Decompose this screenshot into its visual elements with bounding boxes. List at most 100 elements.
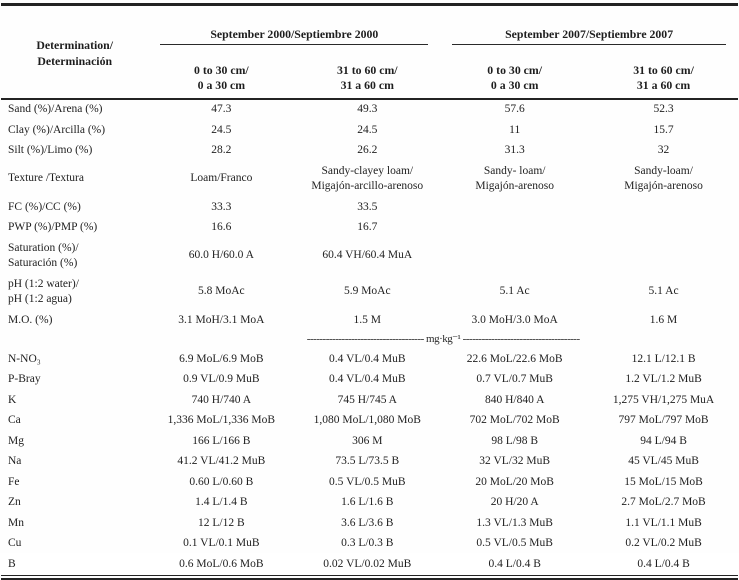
group-header-2007: September 2007/Septiembre 2007 xyxy=(440,5,738,61)
value-cell: 1.5 M xyxy=(353,313,382,326)
value-cell: 98 L/98 B xyxy=(491,434,538,447)
value-cell: 33.3 xyxy=(211,200,232,213)
value-cell: 49.3 xyxy=(357,103,378,115)
value-cell: 797 MoL/797 MoB xyxy=(618,414,709,426)
table-row-fe: Fe 0.60 L/0.60 B 0.5 VL/0.5 MuB 20 MoL/2… xyxy=(1,472,738,493)
table-row-pwp: PWP (%)/PMP (%) 16.6 16.7 xyxy=(1,218,738,239)
table-row-p-bray: P-Bray 0.9 VL/0.9 MuB 0.4 VL/0.4 MuB 0.7… xyxy=(1,370,738,391)
value-cell: 28.2 xyxy=(211,144,232,156)
table-row-k: K 740 H/740 A 745 H/745 A 840 H/840 A 1,… xyxy=(1,390,738,411)
row-label: Clay (%)/Arcilla (%) xyxy=(8,123,106,136)
value-cell: 840 H/840 A xyxy=(484,393,545,406)
row-label: Mn xyxy=(8,516,24,529)
row-label: Saturation (%)/ Saturación (%) xyxy=(8,241,79,270)
value-cell: 306 M xyxy=(352,434,383,447)
value-cell: 745 H/745 A xyxy=(337,393,397,406)
value-cell: 12.1 L/12.1 B xyxy=(631,352,696,365)
value-cell: 5.8 MoAc xyxy=(198,285,245,298)
unit-divider: ------------------------------------- mg… xyxy=(306,332,580,345)
value-cell: 31.3 xyxy=(504,144,525,156)
value-cell: 41.2 VL/41.2 MuB xyxy=(177,455,266,467)
table-row-zn: Zn 1.4 L/1.4 B 1.6 L/1.6 B 20 H/20 A 2.7… xyxy=(1,493,738,514)
value-cell: Sandy-loam/ Migajón-arenoso xyxy=(624,164,703,193)
value-cell: 60.4 VH/60.4 MuA xyxy=(322,249,413,262)
value-cell: 15 MoL/15 MoB xyxy=(624,475,703,488)
value-cell: 12 L/12 B xyxy=(198,516,245,529)
value-cell xyxy=(440,238,589,274)
table-row-ca: Ca 1,336 MoL/1,336 MoB 1,080 MoL/1,080 M… xyxy=(1,411,738,432)
value-cell: 1.2 VL/1.2 MuB xyxy=(625,373,702,385)
value-cell: 11 xyxy=(509,123,521,136)
group-header-2000-label: September 2000/Septiembre 2000 xyxy=(160,27,429,45)
row-label: B xyxy=(8,557,16,570)
table-row-fc: FC (%)/CC (%) 33.3 33.5 xyxy=(1,197,738,218)
table-row-ph: pH (1:2 water)/ pH (1:2 agua) 5.8 MoAc 5… xyxy=(1,274,738,310)
value-cell: 5.1 Ac xyxy=(648,285,679,298)
group-header-2007-label: September 2007/Septiembre 2007 xyxy=(452,27,726,45)
value-cell: 0.6 MoL/0.6 MoB xyxy=(179,557,264,570)
table-row-n-no3: N-NO₃ 6.9 MoL/6.9 MoB 0.4 VL/0.4 MuB 22.… xyxy=(1,349,738,370)
value-cell: 0.9 VL/0.9 MuB xyxy=(183,373,260,385)
value-cell: 32 VL/32 MuB xyxy=(479,455,551,467)
value-cell: 20 MoL/20 MoB xyxy=(475,475,554,488)
value-cell: 0.7 VL/0.7 MuB xyxy=(476,373,553,385)
value-cell: 24.5 xyxy=(357,123,378,136)
depth-header-2000-31-60: 31 to 60 cm/ 31 a 60 cm xyxy=(336,62,398,93)
value-cell: 1.6 L/1.6 B xyxy=(341,496,394,508)
row-label: M.O. (%) xyxy=(8,313,53,326)
table-row-mg: Mg 166 L/166 B 306 M 98 L/98 B 94 L/94 B xyxy=(1,431,738,452)
value-cell: 94 L/94 B xyxy=(640,434,687,447)
table-row-saturation: Saturation (%)/ Saturación (%) 60.0 H/60… xyxy=(1,238,738,274)
value-cell: 0.5 VL/0.5 MuB xyxy=(476,537,553,549)
value-cell: 24.5 xyxy=(211,123,232,136)
value-cell: 0.4 VL/0.4 MuB xyxy=(329,373,406,385)
row-label: P-Bray xyxy=(8,373,41,385)
value-cell: 0.60 L/0.60 B xyxy=(189,475,254,488)
value-cell: 1,275 VH/1,275 MuA xyxy=(612,393,715,406)
row-label: Cu xyxy=(8,537,22,549)
value-cell: 3.6 L/3.6 B xyxy=(341,516,394,529)
table-row-silt: Silt (%)/Limo (%) 28.2 26.2 31.3 32 xyxy=(1,141,738,162)
value-cell: 702 MoL/702 MoB xyxy=(469,414,560,426)
value-cell: 0.4 L/0.4 B xyxy=(637,557,690,570)
value-cell: 20 H/20 A xyxy=(490,496,539,508)
table-row-mn: Mn 12 L/12 B 3.6 L/3.6 B 1.3 VL/1.3 MuB … xyxy=(1,513,738,534)
value-cell: 1.1 VL/1.1 MuB xyxy=(625,516,702,529)
value-cell: 1,336 MoL/1,336 MoB xyxy=(167,414,276,426)
value-cell: 0.3 L/0.3 B xyxy=(341,537,394,549)
value-cell: 3.0 MoH/3.0 MoA xyxy=(471,313,558,326)
depth-header-2007-0-30: 0 to 30 cm/ 0 a 30 cm xyxy=(487,62,543,93)
value-cell: Sandy-clayey loam/ Migajón-arcillo-areno… xyxy=(311,164,424,193)
value-cell: 0.4 VL/0.4 MuB xyxy=(329,352,406,365)
table-row-sand: Sand (%)/Arena (%) 47.3 49.3 57.6 52.3 xyxy=(1,99,738,121)
value-cell: 6.9 MoL/6.9 MoB xyxy=(179,352,264,365)
value-cell: 1.6 M xyxy=(649,313,678,326)
value-cell: 47.3 xyxy=(211,103,232,115)
row-label: Zn xyxy=(8,496,21,508)
table-row-cu: Cu 0.1 VL/0.1 MuB 0.3 L/0.3 B 0.5 VL/0.5… xyxy=(1,534,738,555)
empty-cell xyxy=(1,331,148,350)
row-label: Na xyxy=(8,455,22,467)
row-label: Mg xyxy=(8,434,24,447)
value-cell: 0.4 L/0.4 B xyxy=(488,557,541,570)
value-cell: 16.7 xyxy=(357,221,378,233)
group-header-row: Determination/ Determinación September 2… xyxy=(1,5,738,68)
depth-header-2007-31-60: 31 to 60 cm/ 31 a 60 cm xyxy=(633,62,694,93)
depth-header-row: 0 to 30 cm/ 0 a 30 cm 31 to 60 cm/ 31 a … xyxy=(1,61,738,99)
row-label: K xyxy=(8,393,17,406)
value-cell: Loam/Franco xyxy=(190,172,253,185)
value-cell xyxy=(589,238,738,274)
value-cell xyxy=(440,197,589,218)
value-cell xyxy=(589,197,738,218)
value-cell: 2.7 MoL/2.7 MoB xyxy=(621,496,706,508)
value-cell xyxy=(440,218,589,239)
value-cell: 5.9 MoAc xyxy=(343,285,391,298)
value-cell: 16.6 xyxy=(211,221,232,233)
value-cell: 1.3 VL/1.3 MuB xyxy=(476,516,553,529)
value-cell: 33.5 xyxy=(357,200,378,213)
value-cell xyxy=(589,218,738,239)
table-row-mo: M.O. (%) 3.1 MoH/3.1 MoA 1.5 M 3.0 MoH/3… xyxy=(1,310,738,331)
value-cell: 22.6 MoL/22.6 MoB xyxy=(466,352,563,365)
value-cell: 1,080 MoL/1,080 MoB xyxy=(313,414,421,426)
value-cell: 73.5 L/73.5 B xyxy=(335,455,400,467)
